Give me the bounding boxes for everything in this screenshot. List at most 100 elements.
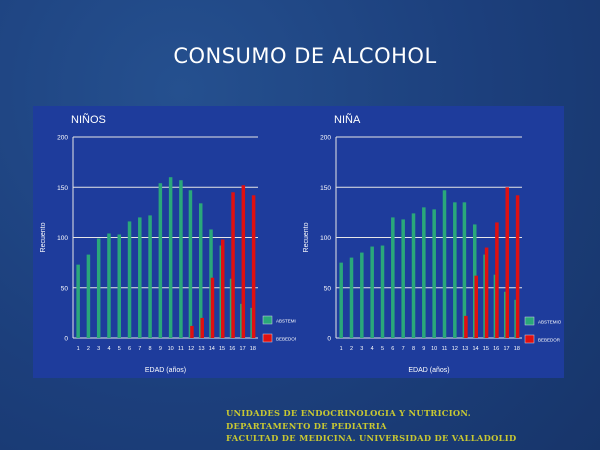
x-axis-label: EDAD (años) [408,367,449,374]
bar-abstemio [411,213,416,338]
y-tick-label: 150 [57,185,68,192]
chart-title: NIÑA [334,113,361,126]
x-tick-label: 13 [462,346,468,352]
x-tick-label: 3 [97,346,100,352]
bar-bebedor [515,195,520,338]
bar-abstemio [370,246,374,338]
legend-swatch [262,333,273,343]
bar-abstemio [442,190,447,338]
bar-abstemio [138,217,142,338]
x-tick-label: 16 [493,346,499,352]
x-tick-label: 15 [483,346,489,352]
bar-abstemio [117,234,121,338]
x-tick-label: 14 [472,346,478,352]
x-tick-label: 10 [168,346,174,352]
x-tick-label: 11 [178,346,184,352]
bar-abstemio [127,221,132,338]
bar-bebedor [505,187,510,338]
slide-title: CONSUMO DE ALCOHOL [173,44,437,68]
bar-abstemio [96,238,101,338]
x-tick-label: 15 [219,346,225,352]
y-tick-label: 0 [64,336,68,343]
x-tick-label: 6 [391,346,394,352]
legend-swatch [524,316,535,326]
x-tick-label: 1 [77,346,80,352]
x-tick-label: 12 [452,346,458,352]
y-tick-label: 200 [320,135,331,142]
bar-abstemio [339,262,343,338]
x-axis-label: EDAD (años) [145,367,186,374]
bar-abstemio [188,190,193,338]
bar-bebedor [210,277,215,338]
bar-bebedor [484,247,489,338]
x-tick-label: 13 [198,346,204,352]
bar-bebedor [221,239,225,338]
x-tick-label: 8 [149,346,152,352]
bar-abstemio [198,203,203,338]
bar-bebedor [241,185,246,338]
legend-label: ABSTEMI [276,319,296,324]
bar-bebedor [251,195,256,338]
bar-abstemio [360,252,364,338]
x-tick-label: 7 [138,346,141,352]
x-tick-label: 5 [118,346,121,352]
y-tick-label: 200 [57,135,68,142]
bar-abstemio [380,245,385,338]
legend-swatch [524,334,535,344]
x-tick-label: 17 [240,346,246,352]
x-tick-label: 2 [87,346,90,352]
bar-abstemio [86,254,91,338]
bar-abstemio [462,202,467,338]
y-tick-label: 150 [320,185,331,192]
bar-abstemio [148,215,152,338]
x-tick-label: 9 [159,346,162,352]
bar-bebedor [474,275,479,338]
x-tick-label: 8 [412,346,415,352]
x-tick-label: 16 [229,346,235,352]
bar-abstemio [432,209,436,338]
bar-abstemio [158,183,163,338]
y-tick-label: 100 [320,235,331,242]
bar-abstemio [179,180,183,338]
x-tick-label: 1 [340,346,343,352]
y-axis-label: Recuento [40,222,47,252]
x-tick-label: 10 [431,346,437,352]
footer-line-unit: UNIDADES DE ENDOCRINOLOGIA Y NUTRICION. [226,408,471,418]
bar-bebedor [495,222,499,338]
x-tick-label: 7 [402,346,405,352]
legend-label: BEBEDOR [276,337,299,342]
legend-label: BEBEDOR [538,338,561,343]
footer-line-faculty: FACULTAD DE MEDICINA. UNIVERSIDAD DE VAL… [226,433,517,443]
chart-panel-boys: NIÑOS 0 50 100 150 200 Recuento 1 2 3 4 5 6 7 8 9 10 11 12… [33,106,322,378]
bar-abstemio [168,177,173,338]
legend-swatch [262,315,273,325]
chart-panel-girls: NIÑA 0 50 100 150 200 Recuento 1 2 3 4 5 6 7 8 9 10 11 12 1… [296,106,564,378]
x-tick-label: 18 [250,346,256,352]
x-tick-label: 11 [442,346,448,352]
y-tick-label: 50 [61,285,69,292]
bar-bebedor [231,192,235,338]
x-tick-label: 17 [503,346,509,352]
x-tick-label: 4 [107,346,110,352]
bar-abstemio [76,264,80,338]
x-tick-label: 9 [422,346,425,352]
bar-abstemio [391,217,395,338]
y-tick-label: 50 [324,285,332,292]
x-tick-label: 4 [371,346,374,352]
footer-line-department: DEPARTAMENTO DE PEDIATRIA [226,420,387,431]
bar-abstemio [453,202,457,338]
x-tick-label: 14 [209,346,215,352]
x-tick-label: 2 [350,346,353,352]
bar-abstemio [401,219,405,338]
bar-abstemio [349,257,354,338]
x-tick-label: 5 [381,346,384,352]
bar-abstemio [422,207,426,338]
bar-bebedor [200,317,204,338]
legend-label: ABSTEMIO [538,320,562,325]
bar-bebedor [464,315,468,338]
x-tick-label: 12 [188,346,194,352]
y-axis-label: Recuento [303,222,310,252]
x-tick-label: 3 [360,346,363,352]
